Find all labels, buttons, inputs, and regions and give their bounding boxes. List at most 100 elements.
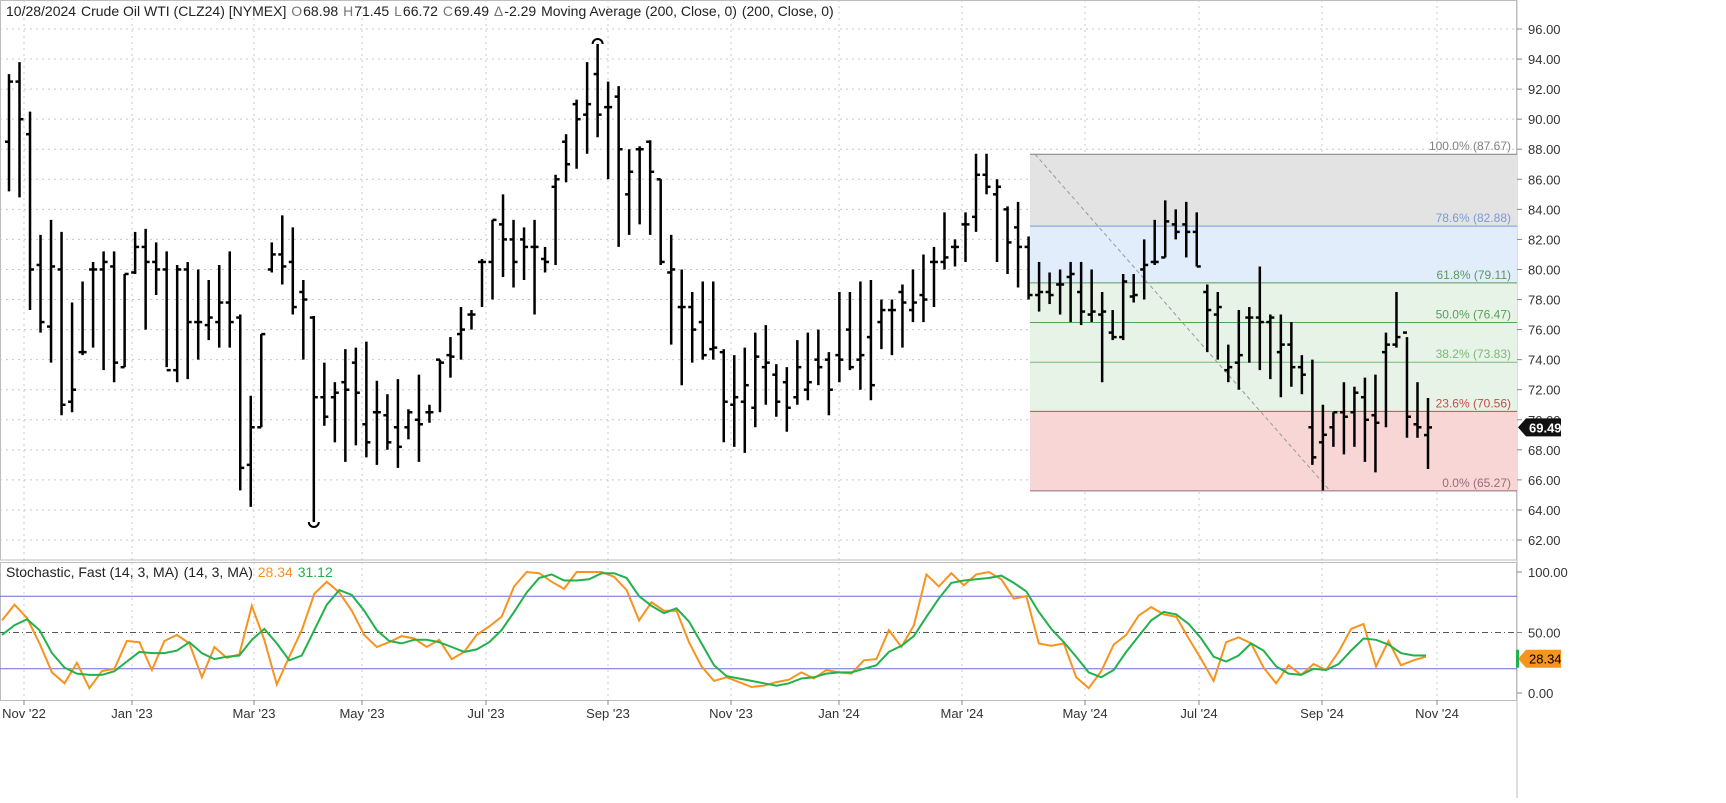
ohlc-bar xyxy=(499,194,508,277)
ohlc-bar xyxy=(278,215,287,285)
ohlc-bar xyxy=(1129,273,1138,303)
ohlc-bar xyxy=(1035,261,1044,312)
ohlc-bar xyxy=(1108,310,1117,341)
ohlc-bar xyxy=(698,281,707,360)
x-tick-label: Nov '24 xyxy=(1415,706,1459,721)
ohlc-bar xyxy=(36,234,45,333)
ohlc-bar xyxy=(78,281,87,356)
ohlc-bar xyxy=(646,140,655,235)
ohlc-bar xyxy=(141,228,150,330)
x-tick-label: Sep '23 xyxy=(586,706,630,721)
y-tick-label: 88.00 xyxy=(1528,142,1561,157)
ohlc-bar xyxy=(414,374,423,462)
ohlc-bar xyxy=(656,178,665,265)
last-price-tag xyxy=(1518,418,1561,437)
ohlc-bar xyxy=(267,242,276,273)
ohlc-bar xyxy=(57,231,66,416)
x-tick-label: Sep '24 xyxy=(1300,706,1344,721)
fib-level-label: 100.0% (87.67) xyxy=(1429,139,1511,153)
y-tick-label: 80.00 xyxy=(1528,262,1561,277)
ohlc-bar xyxy=(583,62,592,154)
x-tick-label: Jul '24 xyxy=(1180,706,1217,721)
ohlc-bar xyxy=(929,246,938,308)
ohlc-bar xyxy=(530,219,539,315)
fib-level-label: 61.8% (79.11) xyxy=(1437,268,1512,282)
ohlc-bar xyxy=(1003,206,1012,274)
ohlc-bar xyxy=(667,234,676,345)
y-tick-label: 78.00 xyxy=(1528,293,1561,308)
ohlc-bar xyxy=(110,251,119,383)
ohlc-bar xyxy=(719,349,728,443)
stoch-y-tick-label: 50.00 xyxy=(1528,626,1561,641)
ohlc-bar xyxy=(1014,201,1023,288)
ohlc-bar xyxy=(803,332,812,401)
ohlc-bar xyxy=(309,316,318,522)
ohlc-bar xyxy=(887,299,896,356)
ohlc-bar xyxy=(1066,261,1075,323)
ohlc-bar xyxy=(551,174,560,265)
legend-high-sym: H xyxy=(343,3,354,19)
ohlc-bar xyxy=(730,355,739,447)
ohlc-bar xyxy=(604,81,613,180)
ohlc-bar xyxy=(1402,331,1411,438)
legend-close: 69.49 xyxy=(453,3,490,19)
y-tick-label: 94.00 xyxy=(1528,52,1561,67)
ohlc-bar xyxy=(1182,201,1191,258)
fib-level-label: 78.6% (82.88) xyxy=(1436,211,1511,225)
ohlc-bar xyxy=(1192,212,1201,268)
ohlc-bar xyxy=(204,279,213,341)
legend-study: Moving Average (200, Close, 0) xyxy=(541,3,737,19)
ohlc-bar xyxy=(614,86,623,247)
fib-level-label: 0.0% (65.27) xyxy=(1442,476,1511,490)
fib-zone-100-78 xyxy=(1030,154,1517,227)
ohlc-bar xyxy=(1276,314,1285,398)
x-tick-label: Jul '23 xyxy=(467,706,504,721)
x-tick-label: May '24 xyxy=(1062,706,1107,721)
ohlc-bar xyxy=(383,394,392,450)
legend-open: 68.98 xyxy=(303,3,339,19)
ohlc-bar xyxy=(246,395,255,507)
ohlc-bar xyxy=(225,251,234,348)
ohlc-bar xyxy=(541,246,550,273)
fib-level-label: 50.0% (76.47) xyxy=(1436,308,1511,322)
ohlc-bar xyxy=(1045,272,1054,305)
legend-close-sym: C xyxy=(442,3,453,19)
ohlc-bar xyxy=(740,347,749,453)
ohlc-bar xyxy=(120,272,129,369)
ohlc-bar xyxy=(688,292,697,363)
ohlc-bar xyxy=(1424,397,1432,470)
y-tick-label: 92.00 xyxy=(1528,82,1561,97)
ohlc-bar xyxy=(772,364,781,417)
ohlc-bar xyxy=(625,149,634,235)
ohlc-bar xyxy=(435,358,444,413)
y-tick-label: 84.00 xyxy=(1528,202,1561,217)
ohlc-bar xyxy=(404,409,413,440)
ohlc-bar xyxy=(194,269,203,360)
ohlc-bar xyxy=(1297,355,1306,395)
ohlc-bar xyxy=(362,341,371,458)
ohlc-bar xyxy=(1308,359,1317,465)
ohlc-bar xyxy=(1255,266,1264,371)
ohlc-bar xyxy=(572,99,581,169)
ohlc-bar xyxy=(236,314,245,491)
legend-high: 71.45 xyxy=(354,3,390,19)
stoch-panel-frame xyxy=(0,562,1517,701)
ohlc-bar xyxy=(1077,261,1086,326)
y-tick-label: 66.00 xyxy=(1528,473,1561,488)
ohlc-bar xyxy=(1287,322,1296,387)
legend-change: -2.29 xyxy=(504,3,537,19)
ohlc-bar xyxy=(993,179,1002,262)
ohlc-bar xyxy=(1329,411,1338,447)
x-tick-label: Mar '24 xyxy=(941,706,984,721)
ohlc-bar xyxy=(131,231,140,274)
ohlc-bar xyxy=(709,281,718,360)
ohlc-bar xyxy=(488,218,497,300)
ohlc-bar xyxy=(1056,269,1065,315)
ohlc-bar xyxy=(635,146,644,225)
y-tick-label: 82.00 xyxy=(1528,232,1561,247)
ohlc-bar xyxy=(908,269,917,323)
ohlc-bar xyxy=(562,134,571,183)
ohlc-bar xyxy=(425,404,434,423)
ohlc-bar xyxy=(99,251,108,371)
y-tick-label: 90.00 xyxy=(1528,112,1561,127)
